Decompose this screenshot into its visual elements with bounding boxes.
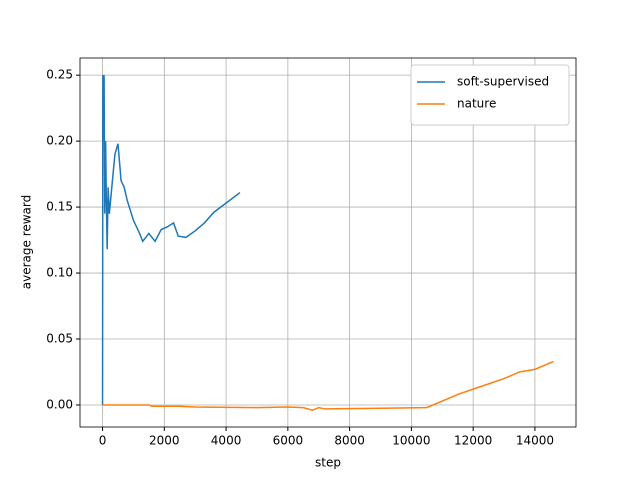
y-axis-label: average reward xyxy=(20,195,34,290)
plot-frame xyxy=(79,57,577,428)
x-tick-label: 10000 xyxy=(392,434,430,448)
x-tick-label: 4000 xyxy=(211,434,242,448)
y-tick-label: 0.25 xyxy=(46,68,73,82)
line xyxy=(102,360,554,412)
x-tick-label: 12000 xyxy=(454,434,492,448)
x-tick-label: 0 xyxy=(99,434,107,448)
y-tick-label: 0.10 xyxy=(46,266,73,280)
legend-box xyxy=(410,64,570,126)
x-tick-label: 2000 xyxy=(149,434,180,448)
legend-label: soft-supervised xyxy=(457,75,549,89)
x-tick-label: 8000 xyxy=(334,434,365,448)
x-axis-label: step xyxy=(315,456,341,470)
x-tick-label: 14000 xyxy=(516,434,554,448)
legend-label: nature xyxy=(457,97,496,111)
line xyxy=(101,75,241,405)
y-tick-label: 0.00 xyxy=(46,397,73,411)
y-tick-label: 0.15 xyxy=(46,200,73,214)
y-tick-label: 0.05 xyxy=(46,332,73,346)
x-tick-label: 6000 xyxy=(273,434,304,448)
y-tick-label: 0.20 xyxy=(46,134,73,148)
